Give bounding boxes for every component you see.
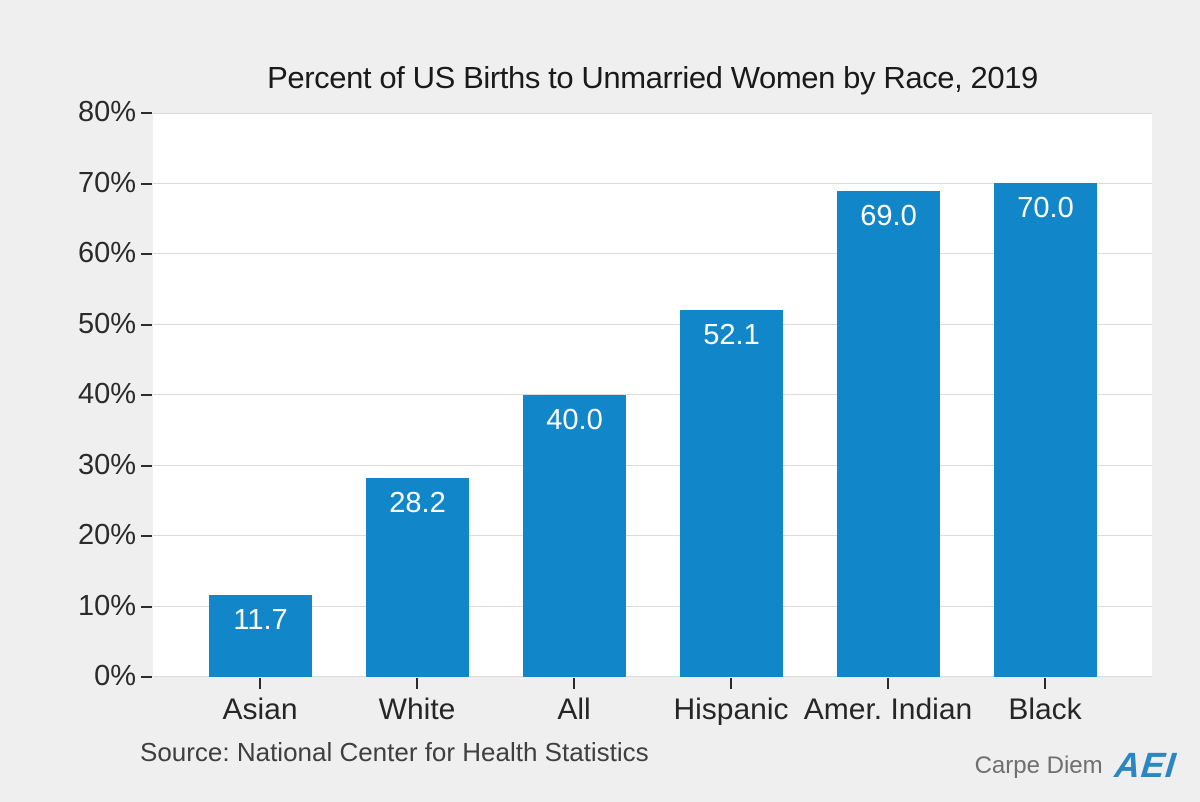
x-axis-tick: [730, 678, 732, 689]
x-axis-tick: [1044, 678, 1046, 689]
y-axis-label: 30%: [77, 449, 136, 481]
x-axis-label: Asian: [222, 693, 298, 726]
x-axis-label: Black: [1008, 693, 1082, 726]
gridline: [153, 606, 1152, 607]
gridline: [153, 394, 1152, 395]
x-axis-label: All: [557, 693, 591, 726]
bar-amer-indian: 69.0: [837, 191, 940, 677]
bar-value-label: 40.0: [546, 404, 603, 436]
y-axis-tick: [141, 394, 152, 396]
chart-title: Percent of US Births to Unmarried Women …: [267, 60, 1038, 95]
gridline: [153, 535, 1152, 536]
brand: Carpe Diem AEI: [974, 746, 1179, 785]
x-axis-tick: [573, 678, 575, 689]
bar-asian: 11.7: [209, 595, 312, 677]
bar-value-label: 11.7: [233, 604, 288, 636]
y-axis-tick: [141, 112, 152, 114]
bar-hispanic: 52.1: [680, 310, 783, 677]
y-axis-tick: [141, 324, 152, 326]
y-axis-tick: [141, 535, 152, 537]
y-axis-label: 50%: [77, 308, 136, 340]
brand-text: Carpe Diem: [974, 751, 1103, 779]
gridline: [153, 183, 1152, 184]
x-axis-tick: [416, 678, 418, 689]
x-axis-tick: [887, 678, 889, 689]
y-axis-label: 20%: [77, 519, 136, 551]
source-note: Source: National Center for Health Stati…: [140, 737, 649, 767]
x-axis-label: Amer. Indian: [803, 693, 973, 726]
gridline: [153, 676, 1152, 677]
gridline: [153, 113, 1152, 114]
gridline: [153, 253, 1152, 254]
y-axis-label: 60%: [77, 237, 136, 269]
y-axis-label: 70%: [77, 167, 136, 199]
y-axis-tick: [141, 253, 152, 255]
bar-value-label: 28.2: [389, 487, 446, 519]
bar-black: 70.0: [994, 183, 1097, 677]
x-axis-label: Hispanic: [673, 693, 789, 726]
bar-value-label: 69.0: [860, 200, 917, 232]
x-axis-label: White: [378, 693, 456, 726]
bar-all: 40.0: [523, 395, 626, 677]
y-axis-label: 0%: [94, 660, 136, 692]
y-axis-tick: [141, 606, 152, 608]
bar-value-label: 52.1: [703, 319, 760, 351]
y-axis-tick: [141, 183, 152, 185]
aei-logo: AEI: [1112, 746, 1179, 785]
y-axis-label: 40%: [77, 378, 136, 410]
y-axis-tick: [141, 676, 152, 678]
y-axis-label: 10%: [77, 590, 136, 622]
y-axis-label: 80%: [77, 96, 136, 128]
gridline: [153, 324, 1152, 325]
y-axis-tick: [141, 465, 152, 467]
plot-area: 11.7 28.2 40.0 52.1 69.0 70.0: [153, 113, 1152, 677]
gridline: [153, 465, 1152, 466]
bar-white: 28.2: [366, 478, 469, 677]
x-axis-tick: [259, 678, 261, 689]
bar-value-label: 70.0: [1017, 192, 1074, 224]
